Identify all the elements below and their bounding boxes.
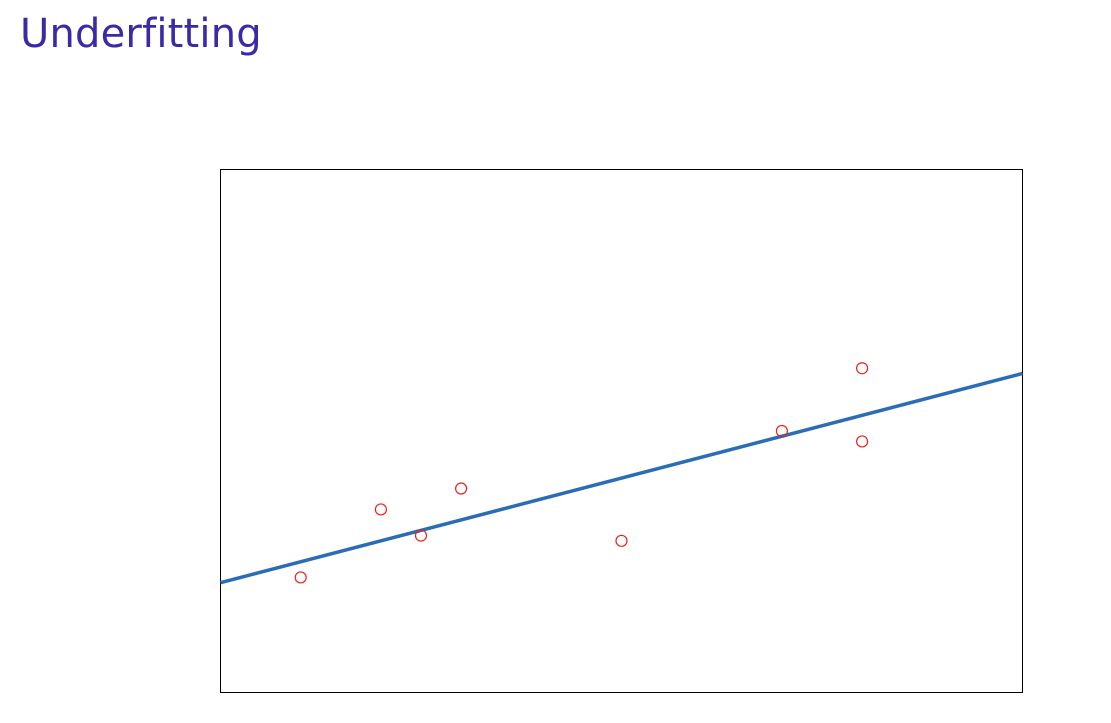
data-point	[855, 362, 869, 375]
data-point	[294, 571, 307, 584]
data-point	[455, 482, 468, 495]
plot-area	[220, 169, 1023, 693]
data-point	[414, 529, 428, 542]
slide-title: Underfitting	[20, 11, 262, 57]
fit-line	[220, 371, 1023, 585]
data-point	[615, 534, 628, 547]
data-point	[374, 503, 387, 516]
fit-line-group	[220, 371, 1023, 585]
data-point	[775, 424, 789, 438]
data-point	[855, 435, 869, 448]
data-points-group	[294, 362, 869, 584]
plot-frame	[220, 169, 1023, 693]
